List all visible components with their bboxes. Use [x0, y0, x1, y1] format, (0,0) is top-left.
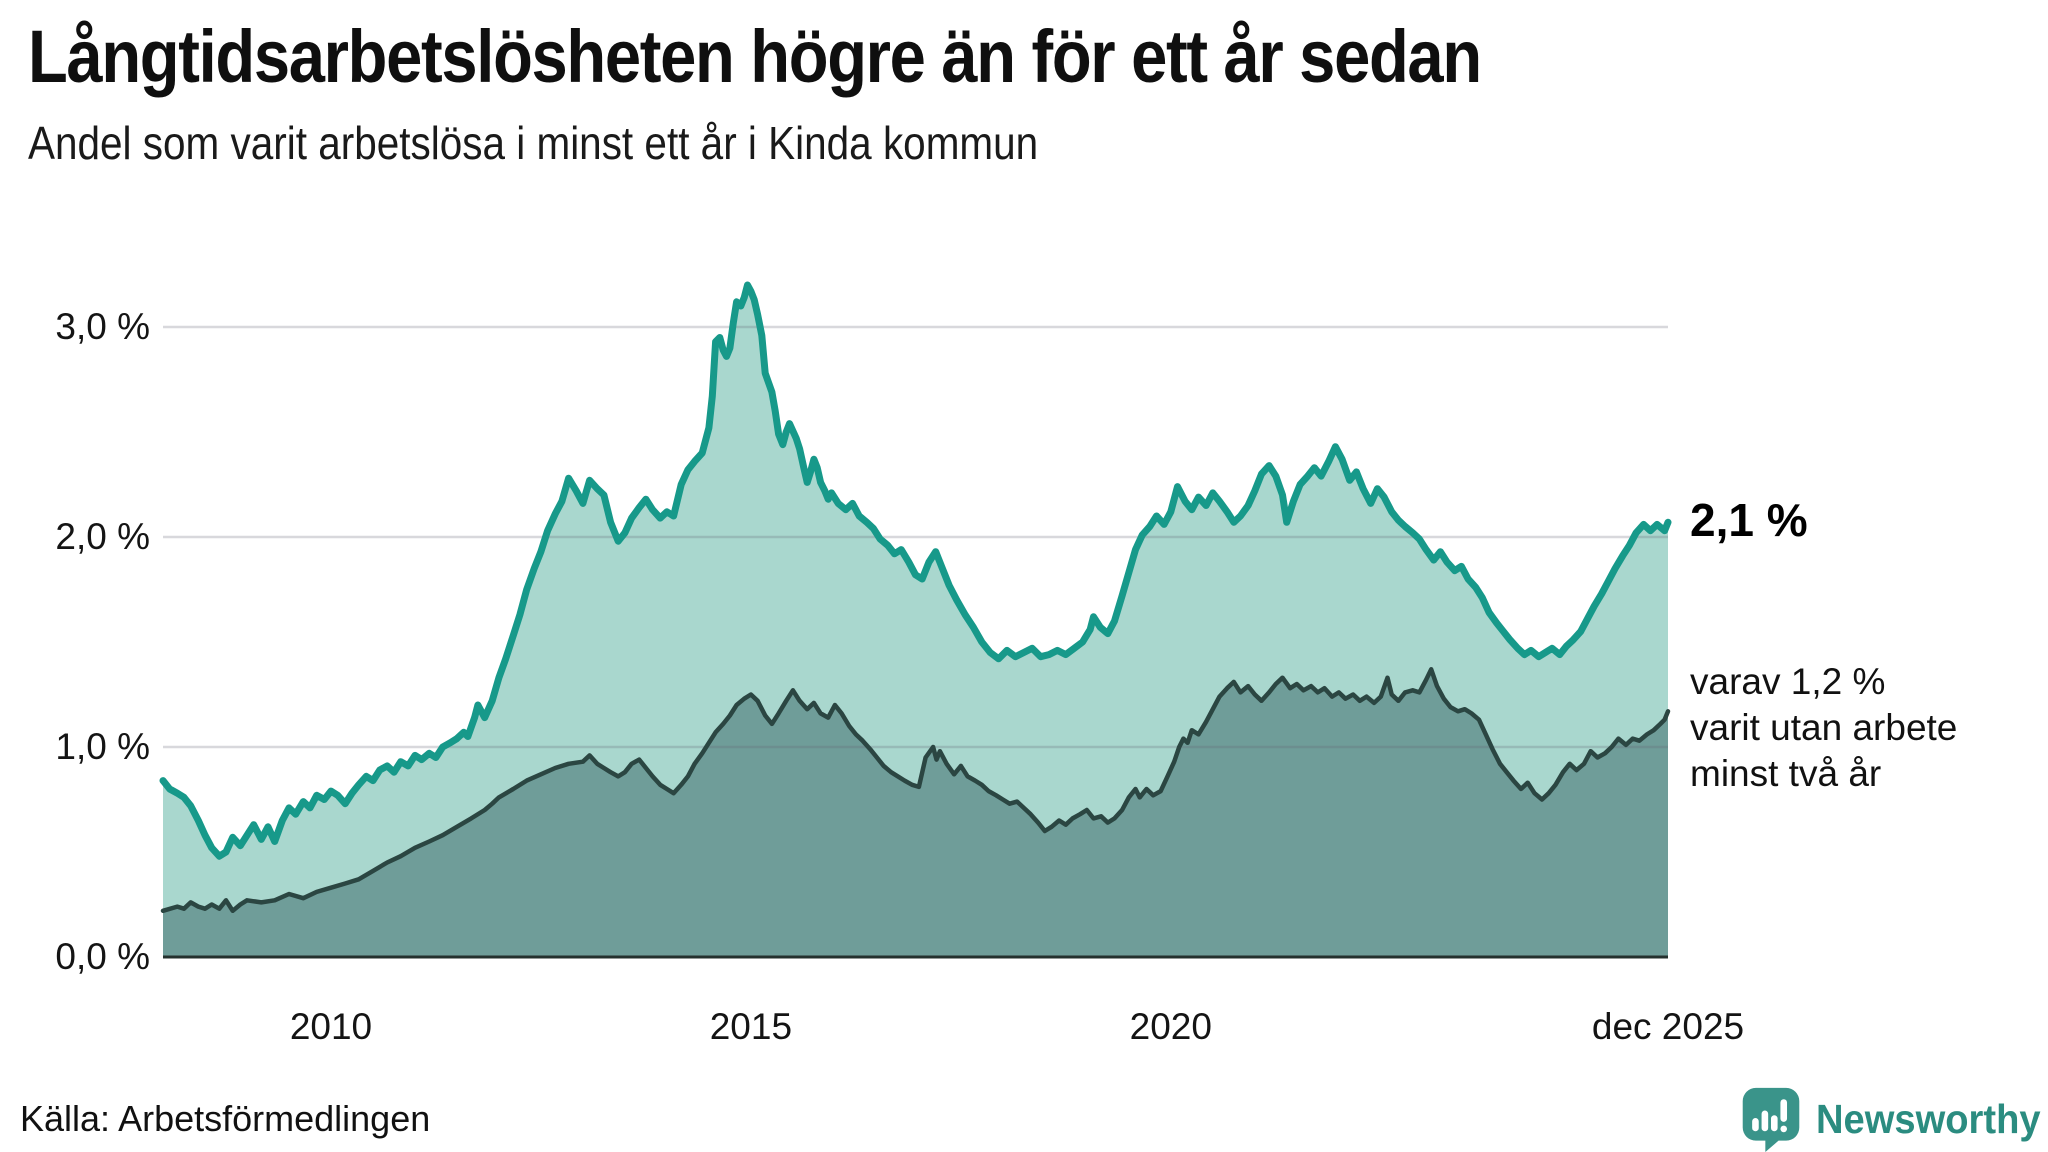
y-axis-label: 2,0 % [55, 516, 150, 557]
x-axis-label: 2010 [289, 1006, 373, 1047]
total-one-year-line [159, 281, 1672, 860]
y-axis-label: 3,0 % [55, 306, 150, 347]
latest-subset-annotation-line: minst två år [1690, 753, 1882, 795]
page-title-text: Långtidsarbetslösheten högre än för ett … [28, 15, 1482, 98]
speech-bubble-bar-chart-icon [1742, 1087, 1800, 1152]
brand-name: Newsworthy [1816, 1095, 2041, 1142]
page-subtitle-text: Andel som varit arbetslösa i minst ett å… [28, 117, 1039, 169]
latest-subset-annotation: varav 1,2 % varit utan arbete minst två år [1690, 659, 1957, 797]
page-title: Långtidsarbetslösheten högre än för ett … [28, 14, 1679, 99]
latest-subset-annotation-line: varav 1,2 % [1690, 661, 1886, 703]
source-credit: Källa: Arbetsförmedlingen [20, 1098, 431, 1139]
latest-total-value-label: 2,1 % [1690, 494, 1808, 547]
latest-subset-annotation-line: varit utan arbete [1690, 707, 1958, 749]
y-axis-label: 0,0 % [55, 936, 150, 977]
brand-logo: Newsworthy [1740, 1086, 2048, 1152]
x-axis-label: 2015 [709, 1006, 793, 1047]
y-axis-label: 1,0 % [55, 726, 150, 767]
x-axis-label: 2020 [1129, 1006, 1212, 1047]
page-subtitle: Andel som varit arbetslösa i minst ett å… [28, 116, 1176, 170]
x-axis-label: dec 2025 [1591, 1006, 1745, 1047]
subset-two-years-area [163, 669, 1668, 957]
subset-two-years-line [160, 667, 1671, 914]
